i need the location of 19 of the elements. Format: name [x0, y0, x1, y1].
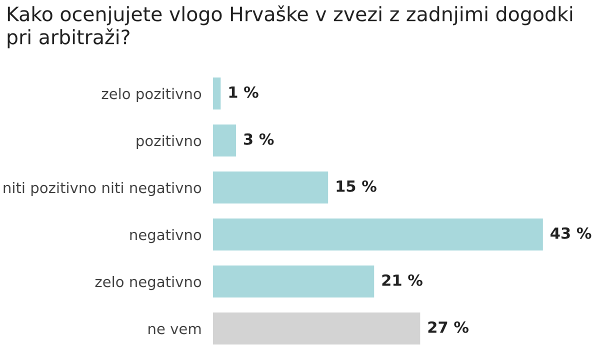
y-tick-label: zelo negativno — [95, 276, 202, 290]
data-label: 3 % — [244, 133, 274, 145]
bar — [213, 172, 328, 204]
bar — [213, 218, 543, 250]
data-label: 1 % — [229, 86, 258, 98]
data-label: 21 % — [382, 274, 422, 286]
bar — [213, 312, 420, 344]
y-tick-label: ne vem — [148, 326, 201, 334]
data-label: 27 % — [428, 321, 468, 333]
data-label: 15 % — [336, 180, 376, 192]
chart-title: Kako ocenjujete vlogo Hrvaške v zvezi z zadnjimi dogodki pri arbitraži? — [8, 5, 572, 48]
bar — [213, 77, 221, 110]
data-label: 43 % — [550, 227, 592, 239]
y-tick-label: zelo pozitivno — [102, 88, 202, 102]
bar — [213, 124, 236, 156]
y-tick-label: niti pozitivno niti negativno — [4, 182, 202, 196]
y-tick-label: pozitivno — [136, 134, 202, 150]
y-tick-label: negativno — [130, 228, 202, 244]
bar — [213, 266, 374, 298]
